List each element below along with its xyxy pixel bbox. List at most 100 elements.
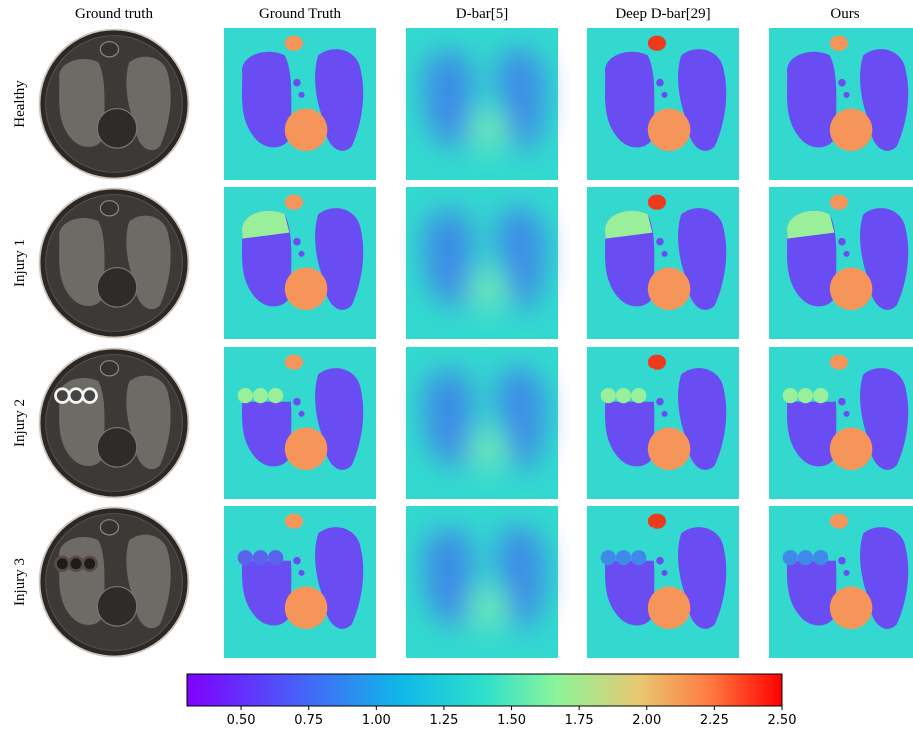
map-heart (830, 109, 873, 152)
reconstruction-image (224, 347, 376, 499)
reconstruction-image (406, 347, 558, 499)
map-top (830, 36, 848, 51)
map-top (648, 514, 666, 529)
map-injury (253, 388, 268, 403)
map-dot (838, 557, 846, 565)
phantom-photo (40, 189, 189, 338)
map-top (648, 36, 666, 51)
map-dot (656, 398, 664, 406)
phantom-top (100, 520, 118, 535)
reconstruction-image (587, 347, 739, 499)
map-dot (838, 398, 846, 406)
map-injury (238, 550, 253, 565)
map-heart (285, 587, 328, 630)
phantom-heart (97, 428, 137, 468)
colorbar (187, 674, 782, 706)
colorbar-tick-label: 1.25 (429, 713, 458, 728)
map-dot (661, 411, 667, 417)
phantom-heart (97, 109, 137, 149)
map-dot (656, 238, 664, 246)
map-heart (830, 428, 873, 471)
column-header: Deep D-bar[29] (615, 6, 710, 22)
map-heart (648, 587, 691, 630)
map-heart (648, 428, 691, 471)
row-label: Healthy (12, 80, 28, 128)
phantom-photo (40, 349, 189, 498)
phantom-inclusion (83, 389, 97, 403)
map-dot (293, 557, 301, 565)
map-injury (616, 550, 631, 565)
reconstruction-image (587, 506, 739, 658)
map-dot (298, 570, 304, 576)
column-header: Ground truth (75, 6, 153, 22)
phantom-top (100, 361, 118, 376)
phantom-photo (40, 30, 189, 179)
row-label: Injury 2 (12, 399, 28, 447)
reconstruction-image (769, 347, 913, 499)
phantom-photo (40, 508, 189, 657)
phantom-top (100, 42, 118, 57)
map-dot (293, 398, 301, 406)
map-heart (467, 109, 510, 152)
map-injury (268, 388, 283, 403)
map-heart (830, 268, 873, 311)
column-header: Ours (830, 6, 859, 22)
colorbar-tick-label: 2.25 (700, 713, 729, 728)
map-heart (285, 268, 328, 311)
map-dot (843, 251, 849, 257)
colorbar-tick-label: 1.75 (565, 713, 594, 728)
map-dot (838, 79, 846, 87)
row-label: Injury 1 (12, 239, 28, 287)
map-dot (843, 411, 849, 417)
map-top (648, 195, 666, 210)
reconstruction-image (406, 506, 558, 658)
colorbar-tick-label: 2.50 (768, 713, 797, 728)
map-injury (601, 388, 616, 403)
map-heart (467, 587, 510, 630)
map-dot (838, 238, 846, 246)
phantom-inclusion (69, 389, 83, 403)
map-injury (813, 550, 828, 565)
column-header: Ground Truth (259, 6, 342, 22)
row-label: Injury 3 (12, 558, 28, 606)
map-injury (798, 388, 813, 403)
map-injury (798, 550, 813, 565)
map-injury (631, 388, 646, 403)
map-top (285, 514, 303, 529)
reconstruction-image (769, 28, 913, 180)
phantom-inclusion (83, 557, 97, 571)
reconstruction-image (406, 28, 558, 180)
map-top (285, 355, 303, 370)
column-header: D-bar[5] (456, 6, 508, 22)
map-dot (656, 557, 664, 565)
map-injury (268, 550, 283, 565)
map-heart (467, 428, 510, 471)
map-dot (298, 251, 304, 257)
map-dot (298, 92, 304, 98)
map-heart (830, 587, 873, 630)
reconstruction-image (224, 187, 376, 339)
map-dot (293, 238, 301, 246)
colorbar-tick-label: 0.75 (294, 713, 323, 728)
phantom-inclusion (69, 557, 83, 571)
map-injury (238, 388, 253, 403)
colorbar-tick-label: 0.50 (227, 713, 256, 728)
map-injury (253, 550, 268, 565)
map-dot (661, 92, 667, 98)
map-injury (813, 388, 828, 403)
colorbar-tick-label: 2.00 (632, 713, 661, 728)
map-injury (783, 550, 798, 565)
reconstruction-image (224, 28, 376, 180)
colorbar-tick-label: 1.50 (497, 713, 526, 728)
map-heart (467, 268, 510, 311)
reconstruction-image (587, 28, 739, 180)
reconstruction-image (587, 187, 739, 339)
map-dot (661, 570, 667, 576)
map-dot (656, 79, 664, 87)
phantom-heart (97, 268, 137, 308)
reconstruction-image (769, 506, 913, 658)
map-heart (648, 268, 691, 311)
map-heart (285, 109, 328, 152)
figure: Ground truth Ground Truth D-bar[5] Deep D-b… (0, 0, 913, 734)
map-heart (285, 428, 328, 471)
